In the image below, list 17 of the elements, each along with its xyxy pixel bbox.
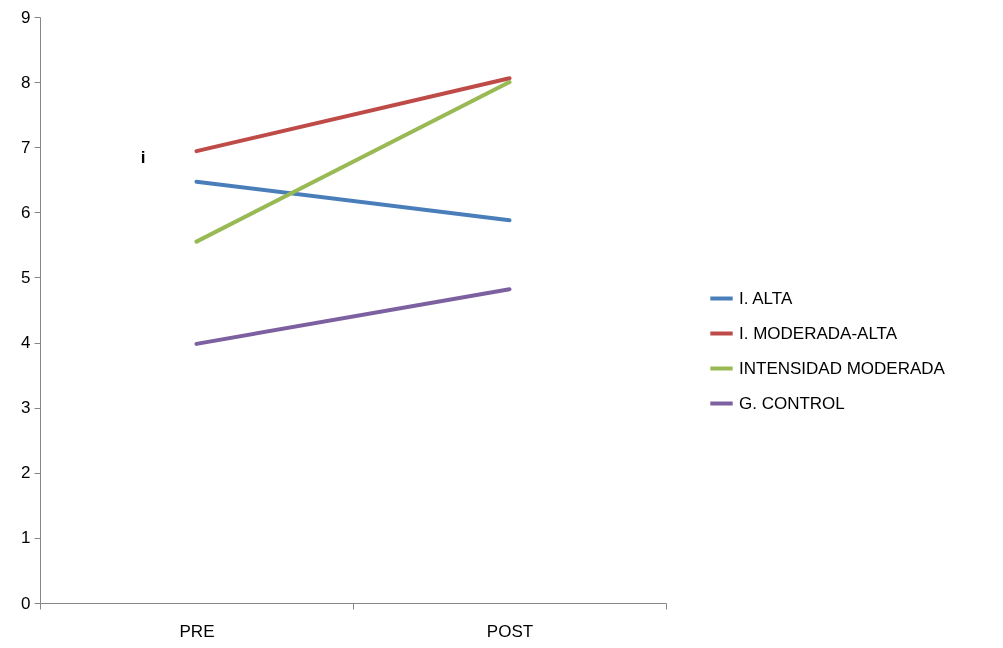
x-tick-label: PRE bbox=[179, 621, 215, 641]
y-tick-label: 8 bbox=[21, 72, 31, 92]
legend-label: G. CONTROL bbox=[739, 393, 845, 413]
y-tick-label: 9 bbox=[21, 7, 31, 27]
y-tick-label: 4 bbox=[21, 333, 31, 353]
y-tick-label: 1 bbox=[21, 528, 31, 548]
y-tick-label: 2 bbox=[21, 463, 31, 483]
x-tick-label: POST bbox=[486, 621, 534, 641]
legend-label: I. ALTA bbox=[739, 288, 793, 308]
y-tick-label: 0 bbox=[21, 593, 31, 613]
legend-label: INTENSIDAD MODERADA bbox=[739, 358, 946, 378]
y-tick-label: 3 bbox=[21, 398, 31, 418]
y-tick-label: 5 bbox=[21, 267, 31, 287]
annotation: i bbox=[140, 148, 146, 167]
y-tick-label: 6 bbox=[21, 202, 31, 222]
legend-label: I. MODERADA-ALTA bbox=[739, 323, 898, 343]
y-tick-label: 7 bbox=[21, 137, 31, 157]
